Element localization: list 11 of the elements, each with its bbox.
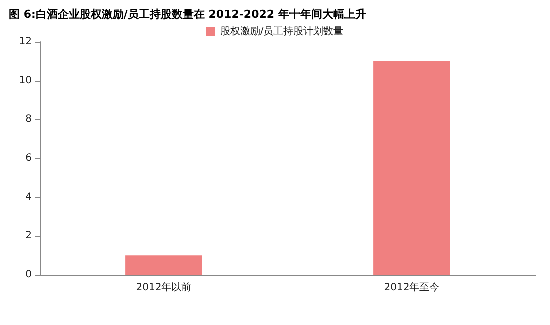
- y-tick-label: 10: [19, 75, 32, 86]
- chart-title: 图 6:白酒企业股权激励/员工持股数量在 2012-2022 年十年间大幅上升: [9, 8, 366, 21]
- y-tick-label: 6: [26, 153, 32, 164]
- legend-label: 股权激励/员工持股计划数量: [220, 26, 344, 38]
- x-tick-label: 2012年以前: [136, 282, 192, 294]
- y-tick-label: 2: [26, 230, 32, 242]
- x-tick-label: 2012年至今: [384, 282, 440, 294]
- y-tick-label: 4: [26, 192, 32, 203]
- y-tick-label: 8: [26, 114, 32, 126]
- y-tick-label: 0: [26, 270, 32, 280]
- y-tick-label: 12: [19, 36, 32, 48]
